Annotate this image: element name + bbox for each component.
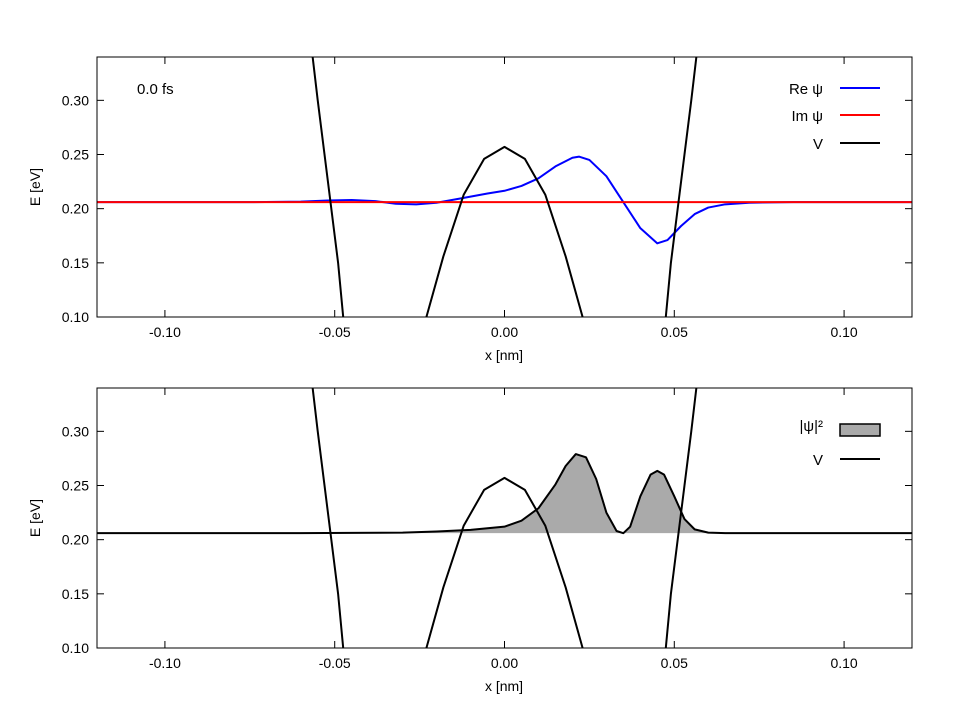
y-tick-label: 0.10	[62, 309, 89, 325]
y-tick-label: 0.15	[62, 586, 89, 602]
legend-label-re-psi: Re ψ	[789, 81, 823, 98]
x-tick-label: -0.10	[149, 324, 181, 340]
y-tick-label: 0.20	[62, 201, 89, 217]
y-tick-label: 0.10	[62, 640, 89, 656]
series-fill-psi-squared	[97, 454, 912, 534]
axes-layer: -0.10 -0.05 0.00 0.05 0.10 0.10 0.15 0.20 0.25 0.…	[62, 388, 912, 671]
plot-area	[97, 388, 912, 648]
series-line-re-psi	[97, 155, 912, 245]
plot-area	[97, 57, 912, 317]
legend-label-im-psi: Im ψ	[791, 108, 823, 125]
y-axis-label: E [eV]	[27, 499, 43, 537]
legend-label-potential: V	[813, 136, 823, 153]
x-tick-label: -0.05	[319, 655, 351, 671]
x-tick-label: 0.00	[491, 324, 518, 340]
series-line-v	[311, 388, 698, 648]
legend-swatch-psi-squared	[839, 423, 881, 437]
x-tick-label: 0.05	[661, 655, 688, 671]
x-tick-label: 0.10	[830, 655, 857, 671]
x-tick-label: 0.00	[491, 655, 518, 671]
x-tick-label: 0.10	[830, 324, 857, 340]
wavefunction-panel: -0.10 -0.05 0.00 0.05 0.10 0.10 0.15 0.20 0.25 0.…	[27, 56, 913, 363]
y-tick-label: 0.15	[62, 255, 89, 271]
series-line-psi-squared	[97, 453, 912, 535]
x-axis-label: x [nm]	[485, 347, 523, 363]
series-line-v	[311, 57, 698, 317]
legend-label-psi-squared: |ψ|²	[800, 418, 823, 435]
x-axis-label: x [nm]	[485, 678, 523, 694]
plot-frame	[96, 387, 913, 649]
legend-label-potential: V	[813, 452, 823, 469]
y-axis-label: E [eV]	[27, 168, 43, 206]
x-tick-label: 0.05	[661, 324, 688, 340]
y-tick-label: 0.25	[62, 478, 89, 494]
legend: |ψ|² V	[800, 418, 881, 469]
y-tick-label: 0.20	[62, 532, 89, 548]
y-tick-label: 0.25	[62, 147, 89, 163]
probability-density-panel: -0.10 -0.05 0.00 0.05 0.10 0.10 0.15 0.20 0.25 0.…	[27, 387, 913, 694]
x-tick-label: -0.10	[149, 655, 181, 671]
plot-frame	[96, 56, 913, 318]
y-tick-label: 0.30	[62, 423, 89, 439]
time-annotation: 0.0 fs	[137, 81, 174, 98]
legend: Re ψ Im ψ V	[789, 81, 880, 153]
axes-layer: -0.10 -0.05 0.00 0.05 0.10 0.10 0.15 0.20 0.25 0.…	[62, 57, 912, 340]
y-tick-label: 0.30	[62, 92, 89, 108]
x-tick-label: -0.05	[319, 324, 351, 340]
